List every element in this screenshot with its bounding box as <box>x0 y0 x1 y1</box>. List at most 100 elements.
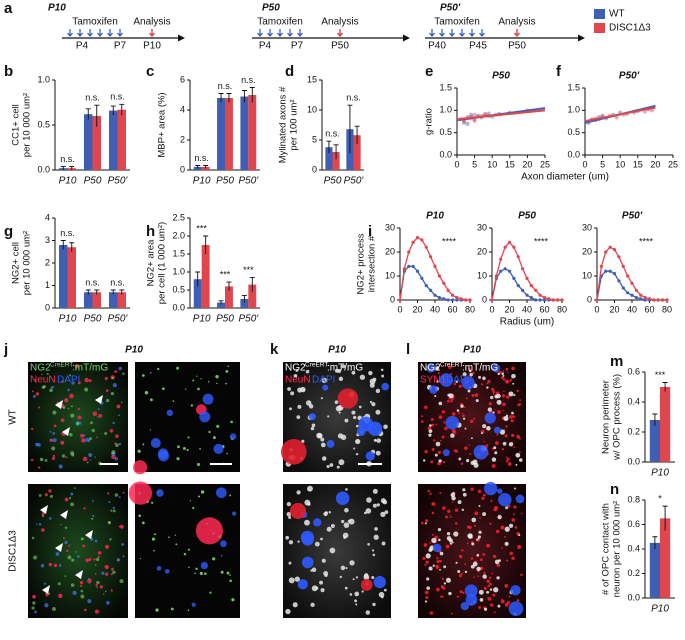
y-tick-label: 0 <box>482 294 487 304</box>
micrograph-detail <box>208 430 211 434</box>
line-marker <box>643 296 647 300</box>
micrograph-detail <box>486 443 489 446</box>
micrograph-detail <box>483 586 487 590</box>
micrograph-detail <box>466 542 469 544</box>
micrograph-detail <box>41 528 45 532</box>
micrograph-detail <box>461 412 464 414</box>
micrograph-detail <box>478 606 481 609</box>
micrograph-detail <box>509 551 513 556</box>
micrograph-detail <box>301 533 314 546</box>
micrograph-detail <box>458 554 463 559</box>
micrograph-detail <box>505 506 509 510</box>
micrograph-detail <box>297 387 303 393</box>
error-bar <box>347 104 353 154</box>
scatter-point <box>614 115 619 120</box>
micrograph-detail <box>189 500 192 502</box>
significance-label: n.s. <box>346 93 361 103</box>
x-tick-label: 40 <box>627 304 637 314</box>
line-marker <box>542 296 547 300</box>
bar <box>649 420 660 462</box>
micrograph-detail <box>72 590 77 595</box>
micrograph-detail <box>294 576 300 582</box>
micrograph-detail <box>516 389 519 393</box>
significance-label: n.s. <box>110 277 125 287</box>
line-marker <box>442 297 446 301</box>
micrograph-detail <box>354 599 358 603</box>
error-bar <box>195 271 201 287</box>
tamoxifen-arrow <box>107 29 113 37</box>
micrograph-detail <box>195 567 198 571</box>
micrograph-detail <box>70 583 75 587</box>
micrograph-detail <box>61 380 64 383</box>
timeline-title: P50' <box>440 3 461 14</box>
micrograph-detail <box>441 435 445 439</box>
micrograph-detail <box>511 433 515 438</box>
micrograph-detail <box>504 434 508 438</box>
micrograph-detail <box>49 430 52 433</box>
micrograph-detail <box>114 457 118 461</box>
micrograph-detail <box>516 434 520 439</box>
micrograph-detail <box>459 590 463 594</box>
y-axis-label: neuron per 10 000 um² <box>612 501 623 598</box>
micrograph-detail <box>94 564 97 566</box>
micrograph-detail <box>225 369 229 373</box>
micrograph-detail <box>32 390 34 393</box>
chart-title: P50 <box>518 211 536 222</box>
micrograph-detail <box>365 610 371 615</box>
x-tick-label: 20 <box>504 304 514 314</box>
y-tick-label: 15 <box>307 74 317 84</box>
micrograph-detail <box>119 524 124 529</box>
micrograph-detail <box>64 398 69 403</box>
x-tick-label: 60 <box>644 304 654 314</box>
x-tick-label: 15 <box>505 159 515 169</box>
micrograph-detail <box>445 544 450 549</box>
error-bar <box>69 165 75 170</box>
x-tick-label: 10 <box>615 159 625 169</box>
micrograph-detail <box>520 512 523 515</box>
micrograph-detail <box>464 427 467 430</box>
y-tick-label: 20 <box>582 246 592 256</box>
micrograph-detail <box>426 577 430 581</box>
line-marker <box>542 298 547 302</box>
y-tick-label: 20 <box>477 246 487 256</box>
micrograph-detail <box>88 557 92 562</box>
micrograph-detail <box>172 400 175 402</box>
micrograph-detail <box>96 416 99 418</box>
panel-letter: i <box>368 223 372 240</box>
micrograph-detail <box>198 495 201 498</box>
micrograph-detail <box>297 540 300 543</box>
micrograph-detail <box>511 411 514 415</box>
micrograph-detail <box>472 371 475 375</box>
y-axis-label: NG2+ area <box>146 239 157 286</box>
micrograph-detail <box>376 503 380 507</box>
y-tick-label: 4 <box>180 104 185 114</box>
micrograph-detail <box>48 489 52 493</box>
micrograph-detail <box>429 611 434 615</box>
tamoxifen-arrow <box>117 29 123 37</box>
micrograph-detail <box>493 507 498 512</box>
micrograph-detail <box>441 410 446 414</box>
micrograph-detail <box>118 366 122 371</box>
micrograph-detail <box>497 604 501 608</box>
micrograph-detail <box>305 400 312 406</box>
x-tick-label: 60 <box>447 304 457 314</box>
micrograph-detail <box>481 432 483 435</box>
micrograph-detail <box>87 578 90 580</box>
micrograph-detail <box>80 434 84 438</box>
micrograph-detail <box>289 407 292 411</box>
bar <box>217 302 225 308</box>
micrograph-detail <box>443 565 447 569</box>
micrograph-detail <box>107 521 112 525</box>
x-axis-label: Axon diameter (um) <box>521 172 609 183</box>
micrograph-detail <box>486 543 490 548</box>
series-line <box>399 236 470 301</box>
bar <box>117 109 126 170</box>
micrograph-detail <box>465 397 468 400</box>
y-tick-label: 5 <box>312 134 317 144</box>
micrograph-detail <box>286 512 292 517</box>
stain-label: :mT/mG <box>327 363 363 374</box>
micrograph-detail <box>34 379 37 381</box>
error-bar <box>354 125 360 145</box>
micrograph-detail <box>439 491 442 494</box>
x-tick-label: 0 <box>489 304 494 314</box>
